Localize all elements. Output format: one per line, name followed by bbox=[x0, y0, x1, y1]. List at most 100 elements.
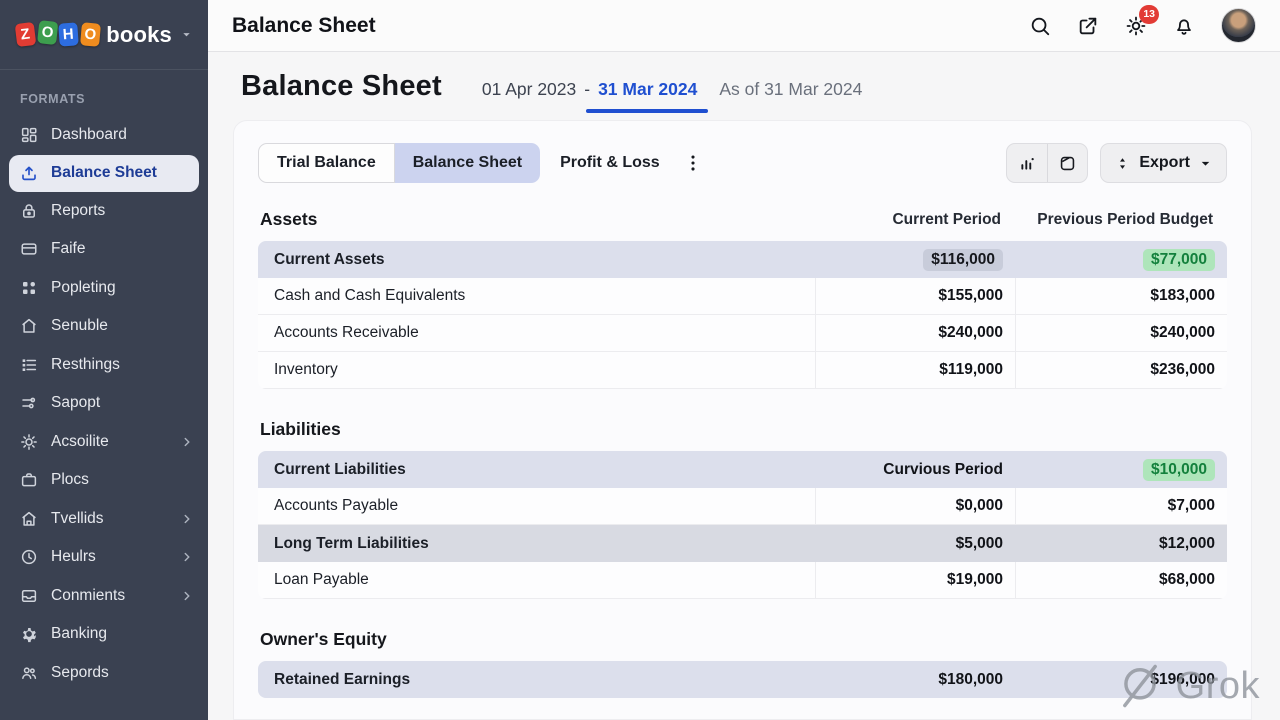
sidebar-item-heulrs[interactable]: Heulrs bbox=[0, 538, 208, 577]
box-icon[interactable] bbox=[1047, 144, 1087, 182]
tab-trial-balance[interactable]: Trial Balance bbox=[258, 143, 395, 183]
section-owners-equity: Owner's Equity Retained Earnings $180,00… bbox=[258, 629, 1227, 698]
clock-icon bbox=[20, 548, 38, 566]
sidebar-item-conmients[interactable]: Conmients bbox=[0, 577, 208, 616]
sidebar-item-acsoilite[interactable]: Acsoilite bbox=[0, 423, 208, 462]
sidebar-item-plocs[interactable]: Plocs bbox=[0, 461, 208, 500]
date-range-selector[interactable]: 01 Apr 2023 - 31 Mar 2024 bbox=[482, 79, 708, 113]
value-pill: $10,000 bbox=[1142, 458, 1215, 481]
sidebar-item-label: Senuble bbox=[51, 317, 108, 335]
sidebar: Z O H O books FORMATS Dashboard Balance … bbox=[0, 0, 208, 720]
cog-icon bbox=[20, 625, 38, 643]
external-link-icon[interactable] bbox=[1077, 15, 1099, 37]
section-title: Owner's Equity bbox=[260, 629, 387, 649]
sidebar-item-label: Tvellids bbox=[51, 509, 104, 527]
export-button-label: Export bbox=[1139, 154, 1190, 171]
kebab-menu-icon[interactable] bbox=[682, 152, 704, 174]
report-card: Trial Balance Balance Sheet Profit & Los… bbox=[233, 120, 1252, 720]
row-value: $7,000 bbox=[1015, 488, 1227, 524]
column-header-previous-period: Previous Period Budget bbox=[1037, 210, 1213, 228]
sidebar-item-label: Conmients bbox=[51, 586, 126, 604]
sidebar-item-reports[interactable]: Reports bbox=[0, 192, 208, 231]
table-row: Retained Earnings $180,000 $196,000 bbox=[258, 661, 1227, 698]
row-value: $196,000 bbox=[1150, 670, 1215, 688]
credit-card-icon bbox=[20, 240, 38, 258]
row-label: Long Term Liabilities bbox=[274, 534, 429, 552]
sidebar-item-balance-sheet[interactable]: Balance Sheet bbox=[9, 154, 199, 192]
row-value: $155,000 bbox=[815, 278, 1015, 314]
sidebar-item-tvellids[interactable]: Tvellids bbox=[0, 500, 208, 539]
sidebar-item-popleting[interactable]: Popleting bbox=[0, 269, 208, 308]
search-icon[interactable] bbox=[1029, 15, 1051, 37]
tab-profit-loss[interactable]: Profit & Loss bbox=[560, 154, 660, 171]
app-logo[interactable]: Z O H O books bbox=[0, 0, 208, 70]
row-label: Current Liabilities bbox=[274, 460, 406, 478]
as-of-date: As of 31 Mar 2024 bbox=[719, 79, 863, 99]
date-range-separator: - bbox=[584, 79, 591, 99]
sidebar-item-sapopt[interactable]: Sapopt bbox=[0, 384, 208, 423]
tab-balance-sheet[interactable]: Balance Sheet bbox=[394, 143, 541, 183]
inbox-icon bbox=[20, 587, 38, 605]
section-assets: Assets Current Period Previous Period Bu… bbox=[258, 209, 1227, 389]
sidebar-item-dashboard[interactable]: Dashboard bbox=[0, 116, 208, 155]
row-value: $119,000 bbox=[815, 352, 1015, 388]
value-pill: $77,000 bbox=[1142, 248, 1215, 271]
row-value: $0,000 bbox=[815, 488, 1015, 524]
logo-letter-tile: O bbox=[36, 20, 58, 45]
sidebar-item-label: Sepords bbox=[51, 663, 109, 681]
chevron-right-icon bbox=[180, 435, 194, 449]
sidebar-section-label: FORMATS bbox=[20, 92, 86, 106]
gear-icon bbox=[20, 433, 38, 451]
home-icon bbox=[20, 510, 38, 528]
view-toggle-group bbox=[1006, 143, 1089, 183]
row-value: $240,000 bbox=[815, 315, 1015, 351]
sidebar-item-sepords[interactable]: Sepords bbox=[0, 654, 208, 693]
sidebar-item-label: Plocs bbox=[51, 471, 89, 489]
row-label: Current Assets bbox=[274, 250, 385, 268]
sidebar-item-label: Sapopt bbox=[51, 394, 101, 412]
row-value: $68,000 bbox=[1015, 562, 1227, 598]
row-label: Loan Payable bbox=[274, 571, 369, 588]
date-active-underline bbox=[585, 109, 708, 113]
row-value: $5,000 bbox=[955, 534, 1003, 552]
page-content: Balance Sheet 01 Apr 2023 - 31 Mar 2024 … bbox=[208, 52, 1280, 720]
sidebar-item-faife[interactable]: Faife bbox=[0, 230, 208, 269]
chevron-down-icon bbox=[1199, 157, 1212, 170]
table-row: Long Term Liabilities $5,000 $12,000 bbox=[258, 525, 1227, 562]
upload-tray-icon bbox=[20, 164, 38, 182]
section-liabilities: Liabilities Current Liabilities Curvious… bbox=[258, 419, 1227, 599]
sidebar-item-label: Resthings bbox=[51, 355, 120, 373]
avatar[interactable] bbox=[1221, 8, 1256, 43]
value-pill: $116,000 bbox=[923, 248, 1003, 271]
bell-icon[interactable] bbox=[1173, 15, 1195, 37]
row-value: $236,000 bbox=[1015, 352, 1227, 388]
lock-icon bbox=[20, 202, 38, 220]
row-value: $12,000 bbox=[1158, 534, 1215, 552]
sidebar-item-label: Dashboard bbox=[51, 126, 127, 144]
row-value: $183,000 bbox=[1015, 278, 1227, 314]
home-icon bbox=[20, 317, 38, 335]
export-button[interactable]: Export bbox=[1100, 143, 1227, 183]
sidebar-item-label: Balance Sheet bbox=[51, 164, 157, 181]
row-value: $180,000 bbox=[938, 670, 1003, 688]
column-header-current-period: Current Period bbox=[892, 210, 1001, 228]
bar-chart-icon[interactable] bbox=[1007, 144, 1047, 182]
sidebar-nav: Dashboard Balance Sheet Reports Faife Po bbox=[0, 116, 208, 720]
sidebar-item-senuble[interactable]: Senuble bbox=[0, 307, 208, 346]
page-title: Balance Sheet bbox=[241, 70, 442, 102]
gear-icon[interactable]: 13 bbox=[1125, 4, 1159, 37]
sidebar-item-resthings[interactable]: Resthings bbox=[0, 346, 208, 385]
logo-letter-tile: Z bbox=[14, 21, 36, 48]
chevron-down-icon[interactable] bbox=[181, 29, 192, 40]
sidebar-item-banking[interactable]: Banking bbox=[0, 615, 208, 654]
logo-wordmark: books bbox=[106, 21, 172, 47]
grid-dots-icon bbox=[20, 279, 38, 297]
table-row: Current Assets $116,000 $77,000 bbox=[258, 241, 1227, 278]
chevron-right-icon bbox=[180, 550, 194, 564]
table-row: Accounts Receivable $240,000 $240,000 bbox=[258, 315, 1227, 352]
sidebar-item-label: Banking bbox=[51, 625, 108, 643]
table-row: Cash and Cash Equivalents $155,000 $183,… bbox=[258, 278, 1227, 315]
row-label: Accounts Receivable bbox=[274, 324, 419, 341]
logo-letter-tile: O bbox=[79, 22, 101, 47]
table-row: Current Liabilities Curvious Period $10,… bbox=[258, 451, 1227, 488]
